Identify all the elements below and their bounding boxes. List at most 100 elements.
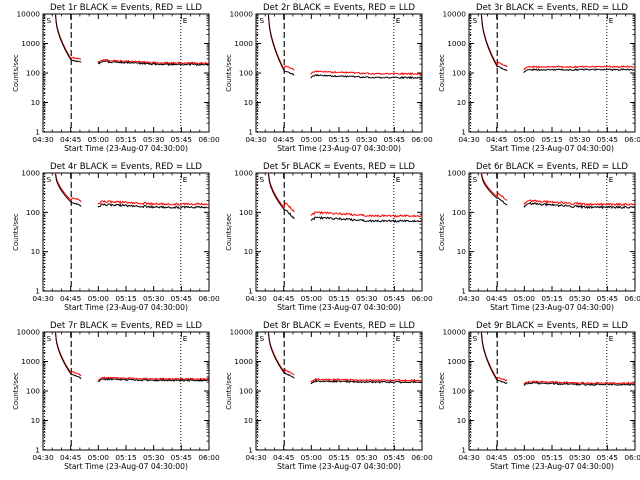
x-tick-label: 06:00: [411, 135, 433, 144]
panel-title: Det 5r BLACK = Events, RED = LLD: [263, 162, 415, 172]
x-tick-label: 05:30: [356, 294, 378, 303]
y-tick-label: 10: [457, 416, 467, 425]
y-tick-label: 1: [35, 128, 40, 137]
plot-frame: [468, 331, 636, 451]
x-tick-label: 05:30: [569, 453, 591, 462]
x-tick-label: 04:30: [32, 294, 54, 303]
y-tick-label: 100: [26, 69, 40, 78]
x-axis-label: Start Time (23-Aug-07 04:30:00): [490, 462, 614, 471]
panel-title: Det 3r BLACK = Events, RED = LLD: [476, 3, 628, 13]
series-line-events: [267, 332, 295, 379]
y-tick-label: 10: [457, 247, 467, 256]
marker-label: S: [260, 16, 265, 25]
x-tick-label: 04:30: [458, 453, 480, 462]
x-tick-label: 05:00: [88, 135, 110, 144]
marker-label: E: [396, 16, 401, 25]
x-tick-label: 05:15: [115, 453, 137, 462]
x-tick-label: 06:00: [198, 135, 220, 144]
series-line-events: [310, 215, 423, 223]
series-line-lld: [267, 172, 295, 213]
series-line-lld: [310, 377, 423, 383]
series-line-events: [55, 14, 82, 63]
marker-label: S: [47, 175, 52, 184]
y-tick-label: 10: [31, 98, 41, 107]
marker-label: S: [47, 16, 52, 25]
panel-det-9: Det 9r BLACK = Events, RED = LLD 1 10 100 10…: [438, 321, 640, 471]
panel-det-7: Det 7r BLACK = Events, RED = LLD 1 10 100 10…: [12, 321, 220, 471]
x-tick-label: 04:45: [60, 294, 82, 303]
series-line-lld: [523, 65, 636, 71]
series-line-lld: [480, 13, 508, 68]
marker-label: S: [473, 334, 478, 343]
marker-label: E: [609, 334, 614, 343]
series-line-events: [310, 73, 423, 80]
x-tick-label: 06:00: [411, 453, 433, 462]
y-axis-label: Counts/sec: [12, 213, 20, 251]
y-tick-label: 10: [457, 98, 467, 107]
marker-label: S: [47, 334, 52, 343]
x-tick-label: 04:45: [486, 453, 508, 462]
series-line-events: [523, 68, 636, 74]
x-axis-label: Start Time (23-Aug-07 04:30:00): [64, 462, 188, 471]
x-tick-label: 05:30: [143, 135, 165, 144]
x-tick-label: 05:00: [514, 135, 536, 144]
y-tick-label: 10: [244, 416, 254, 425]
panel-title: Det 8r BLACK = Events, RED = LLD: [263, 321, 415, 331]
y-tick-label: 10: [244, 247, 254, 256]
x-tick-label: 04:30: [32, 135, 54, 144]
y-tick-label: 1: [35, 446, 40, 455]
x-tick-label: 05:45: [384, 135, 406, 144]
x-tick-label: 04:30: [245, 135, 267, 144]
y-tick-label: 1: [248, 128, 253, 137]
x-tick-label: 06:00: [624, 135, 640, 144]
marker-label: S: [260, 175, 265, 184]
y-tick-label: 1: [248, 287, 253, 296]
x-tick-label: 06:00: [198, 294, 220, 303]
y-tick-label: 1000: [447, 39, 466, 48]
y-tick-label: 100: [452, 69, 466, 78]
series-line-lld: [523, 199, 636, 207]
series-line-lld: [310, 70, 423, 76]
plot-frame: [468, 13, 636, 133]
y-tick-label: 100: [239, 69, 253, 78]
marker-label: S: [260, 334, 265, 343]
panel-title: Det 4r BLACK = Events, RED = LLD: [50, 162, 202, 172]
panel-det-3: Det 3r BLACK = Events, RED = LLD 1 10 100 10…: [438, 3, 640, 153]
x-tick-label: 05:30: [143, 294, 165, 303]
y-tick-label: 10000: [16, 10, 40, 19]
x-axis-label: Start Time (23-Aug-07 04:30:00): [277, 462, 401, 471]
y-tick-label: 1000: [234, 357, 253, 366]
series-line-events: [480, 173, 508, 206]
x-tick-label: 04:45: [273, 453, 295, 462]
x-axis-label: Start Time (23-Aug-07 04:30:00): [64, 144, 188, 153]
marker-label: E: [609, 175, 614, 184]
x-tick-label: 04:45: [486, 135, 508, 144]
y-tick-label: 1: [461, 446, 466, 455]
x-tick-label: 04:30: [458, 294, 480, 303]
x-tick-label: 05:45: [171, 294, 193, 303]
x-tick-label: 05:00: [514, 453, 536, 462]
x-tick-label: 05:15: [541, 453, 563, 462]
marker-label: E: [396, 175, 401, 184]
x-tick-label: 05:00: [88, 453, 110, 462]
x-tick-label: 05:15: [328, 135, 350, 144]
x-tick-label: 05:00: [301, 453, 323, 462]
series-line-events: [97, 203, 210, 210]
marker-label: E: [396, 334, 401, 343]
x-tick-label: 04:30: [32, 453, 54, 462]
x-tick-label: 05:15: [115, 294, 137, 303]
series-line-events: [97, 378, 210, 382]
x-tick-label: 05:45: [384, 453, 406, 462]
series-line-events: [55, 332, 82, 380]
x-tick-label: 05:00: [301, 135, 323, 144]
x-tick-label: 05:00: [301, 294, 323, 303]
panel-title: Det 6r BLACK = Events, RED = LLD: [476, 162, 628, 172]
series-line-lld: [97, 58, 210, 65]
x-tick-label: 04:45: [273, 294, 295, 303]
y-tick-label: 1000: [234, 39, 253, 48]
x-tick-label: 05:15: [328, 453, 350, 462]
plot-frame: [42, 13, 210, 133]
panel-det-4: Det 4r BLACK = Events, RED = LLD 1 10 100 10…: [12, 162, 220, 312]
x-tick-label: 04:45: [60, 453, 82, 462]
